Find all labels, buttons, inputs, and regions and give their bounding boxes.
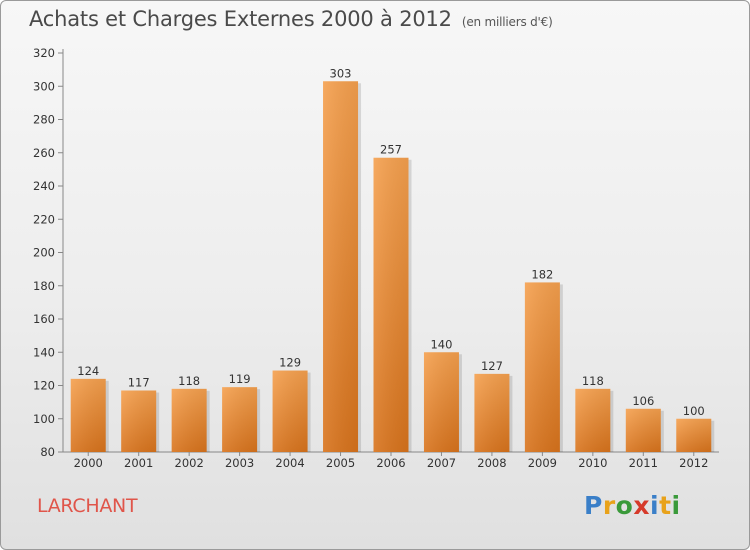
logo-letter: o	[615, 491, 634, 520]
x-tick-label: 2001	[124, 456, 153, 470]
bar-shade	[373, 157, 409, 453]
x-tick-label: 2003	[225, 456, 254, 470]
chart-axes: 80 100 120 140 160 180 200 220 240 260 280 300 320 20…	[33, 46, 719, 470]
logo-letter: i	[650, 491, 660, 520]
logo-letter: r	[602, 491, 616, 520]
bar-value-label: 182	[531, 267, 553, 281]
bar-value-label: 118	[178, 374, 200, 388]
y-tick-label: 260	[33, 146, 55, 160]
bar-value-label: 117	[128, 375, 150, 389]
bar-value-label: 100	[683, 404, 705, 418]
y-tick-label: 140	[33, 345, 55, 359]
bar-shade	[625, 408, 661, 452]
x-tick-label: 2000	[74, 456, 103, 470]
x-tick-label: 2010	[578, 456, 607, 470]
bar-shade	[171, 388, 207, 452]
proxiti-logo: Proxiti	[584, 491, 681, 520]
y-tick-label: 300	[33, 79, 55, 93]
bar-value-label: 119	[229, 372, 251, 386]
logo-letter: t	[659, 491, 672, 520]
bar-value-label: 257	[380, 143, 402, 157]
bar-value-label: 140	[430, 337, 452, 351]
x-tick-label: 2007	[427, 456, 456, 470]
y-tick-label: 100	[33, 412, 55, 426]
logo-letter: P	[584, 491, 603, 520]
bar-value-label: 118	[582, 374, 604, 388]
y-tick-label: 320	[33, 46, 55, 60]
chart-title-text: Achats et Charges Externes 2000 à 2012	[29, 7, 452, 31]
bar-value-label: 303	[330, 66, 352, 80]
y-tick-label: 200	[33, 246, 55, 260]
bar-shade	[272, 370, 308, 452]
chart-bars	[70, 81, 715, 453]
bar-value-label: 129	[279, 356, 301, 370]
bar-value-label: 127	[481, 359, 503, 373]
x-tick-label: 2004	[275, 456, 304, 470]
x-tick-label: 2006	[376, 456, 405, 470]
logo-letter: i	[671, 491, 681, 520]
bar-shade	[121, 390, 157, 452]
bar-shade	[676, 418, 712, 452]
y-tick-label: 280	[33, 113, 55, 127]
bar-shade	[575, 388, 611, 452]
y-tick-label: 180	[33, 279, 55, 293]
bar-shade	[70, 378, 106, 452]
y-tick-label: 160	[33, 312, 55, 326]
y-tick-label: 120	[33, 379, 55, 393]
x-tick-label: 2005	[326, 456, 355, 470]
chart-labels: 124 117 118 119 129 303 257 140 127 182 118 106 100	[77, 66, 704, 417]
bar-shade	[222, 387, 258, 452]
bar-shade	[423, 352, 459, 452]
chart-title: Achats et Charges Externes 2000 à 2012 (e…	[29, 7, 553, 31]
bar-shade	[524, 282, 560, 452]
x-tick-label: 2008	[477, 456, 506, 470]
x-tick-label: 2012	[679, 456, 708, 470]
y-tick-label: 240	[33, 179, 55, 193]
x-tick-label: 2009	[528, 456, 557, 470]
logo-letter: x	[633, 491, 650, 520]
bar-shade	[323, 81, 359, 452]
y-tick-label: 220	[33, 212, 55, 226]
bar-value-label: 106	[632, 394, 654, 408]
x-tick-label: 2002	[175, 456, 204, 470]
bar-value-label: 124	[77, 364, 99, 378]
x-tick-label: 2011	[629, 456, 658, 470]
bar-shade	[474, 373, 510, 452]
chart-subtitle: (en milliers d'€)	[461, 15, 553, 29]
town-name: LARCHANT	[37, 495, 138, 517]
y-tick-label: 80	[40, 445, 55, 459]
